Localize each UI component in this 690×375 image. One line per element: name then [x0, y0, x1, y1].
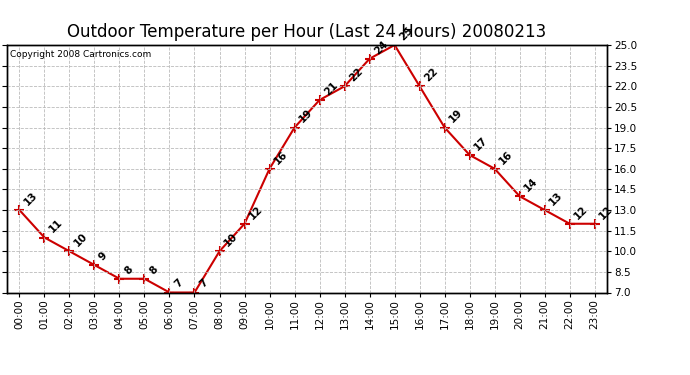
Text: 10: 10: [222, 231, 239, 249]
Text: 8: 8: [147, 264, 159, 276]
Text: 22: 22: [347, 66, 365, 84]
Text: 16: 16: [497, 148, 515, 166]
Text: 9: 9: [97, 250, 109, 262]
Text: 24: 24: [373, 39, 390, 56]
Text: 10: 10: [72, 231, 90, 249]
Text: 11: 11: [47, 217, 65, 235]
Text: 12: 12: [573, 204, 590, 221]
Text: 7: 7: [197, 278, 210, 290]
Text: 22: 22: [422, 66, 440, 84]
Text: 19: 19: [297, 108, 315, 125]
Text: 12: 12: [598, 204, 615, 221]
Text: Copyright 2008 Cartronics.com: Copyright 2008 Cartronics.com: [10, 50, 151, 59]
Text: 12: 12: [247, 204, 265, 221]
Text: 13: 13: [547, 190, 565, 207]
Text: 14: 14: [522, 176, 540, 194]
Text: 8: 8: [122, 264, 135, 276]
Title: Outdoor Temperature per Hour (Last 24 Hours) 20080213: Outdoor Temperature per Hour (Last 24 Ho…: [68, 22, 546, 40]
Text: 25: 25: [397, 25, 415, 42]
Text: 17: 17: [473, 135, 490, 152]
Text: 7: 7: [172, 278, 184, 290]
Text: 19: 19: [447, 108, 464, 125]
Text: 16: 16: [273, 148, 290, 166]
Text: 21: 21: [322, 80, 339, 97]
Text: 13: 13: [22, 190, 39, 207]
